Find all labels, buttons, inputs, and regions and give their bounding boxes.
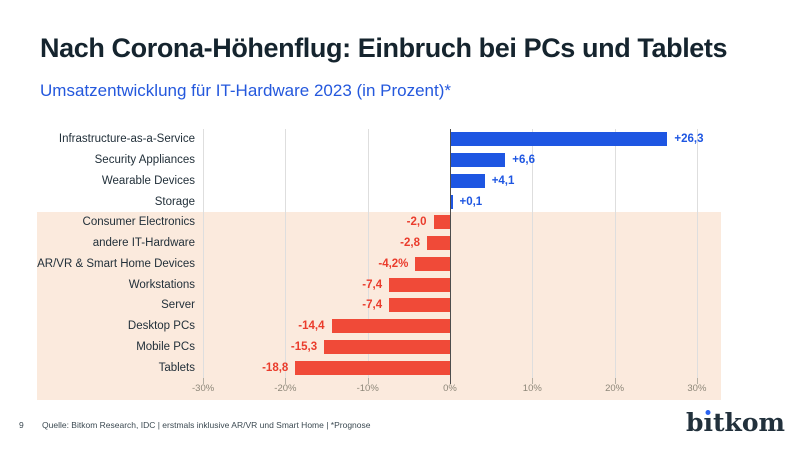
zero-axis-line	[450, 129, 451, 378]
gridline	[614, 129, 616, 378]
axis-tick	[696, 378, 698, 384]
category-label: Storage	[154, 195, 195, 208]
axis-tick	[450, 378, 451, 384]
value-label: -7,4	[362, 278, 383, 291]
category-label: Wearable Devices	[101, 174, 195, 187]
negative-bar	[295, 360, 450, 375]
positive-bar	[451, 132, 668, 147]
page-number: 9	[19, 420, 24, 430]
value-label: -7,4	[362, 299, 383, 312]
chart-subtitle: Umsatzentwicklung für IT-Hardware 2023 (…	[40, 81, 451, 100]
source-note: Quelle: Bitkom Research, IDC | erstmals …	[42, 420, 371, 430]
value-label: +26,3	[674, 133, 704, 146]
negative-bar	[324, 339, 450, 354]
value-label: -18,8	[262, 361, 289, 374]
x-tick-label: 30%	[687, 383, 707, 394]
category-label: Workstations	[128, 278, 195, 291]
gridline	[696, 129, 698, 378]
value-label: -14,4	[298, 320, 325, 333]
value-label: +6,6	[512, 154, 535, 167]
x-tick-label: -20%	[274, 383, 297, 394]
logo-i-dot	[705, 410, 711, 415]
value-label: +0,1	[459, 195, 483, 208]
x-tick-label: -30%	[192, 383, 215, 394]
axis-tick	[367, 378, 369, 384]
negative-bar	[415, 256, 450, 271]
value-label: -15,3	[290, 340, 318, 353]
category-label: Infrastructure-as-a-Service	[58, 133, 195, 146]
axis-tick	[285, 378, 287, 384]
gridline	[285, 129, 287, 378]
category-label: Security Appliances	[94, 154, 195, 167]
negative-bar	[433, 215, 450, 230]
bitkom-logo: bı tkom	[686, 408, 785, 437]
axis-tick	[203, 378, 205, 384]
axis-tick	[532, 378, 534, 384]
x-tick-label: 20%	[605, 383, 625, 394]
gridline	[532, 129, 534, 378]
category-label: Desktop PCs	[127, 320, 195, 333]
positive-bar	[451, 173, 485, 188]
value-label: -2,8	[400, 237, 420, 250]
axis-tick	[614, 378, 616, 384]
gridline	[203, 129, 205, 378]
value-label: -2,0	[406, 216, 427, 229]
page-title: Nach Corona-Höhenflug: Einbruch bei PCs …	[40, 33, 728, 63]
category-label: Consumer Electronics	[82, 216, 195, 229]
x-tick-label: 10%	[522, 383, 542, 394]
value-label: +4,1	[491, 174, 515, 187]
negative-bar	[331, 319, 450, 334]
value-label: -4,2%	[378, 257, 409, 270]
x-tick-label: -10%	[356, 383, 379, 394]
category-label: Tablets	[158, 361, 195, 374]
category-label: Server	[161, 299, 195, 312]
negative-bar	[389, 277, 450, 292]
logo-i-letter: ı	[703, 408, 714, 437]
category-label: AR/VR & Smart Home Devices	[37, 257, 195, 270]
x-tick-label: 0%	[443, 383, 457, 394]
negative-bar	[389, 298, 450, 313]
category-label: andere IT-Hardware	[92, 237, 195, 250]
negative-bar	[427, 236, 450, 251]
category-label: Mobile PCs	[136, 340, 195, 353]
positive-bar	[451, 153, 506, 168]
positive-bar	[451, 194, 453, 209]
gridline	[367, 129, 369, 378]
